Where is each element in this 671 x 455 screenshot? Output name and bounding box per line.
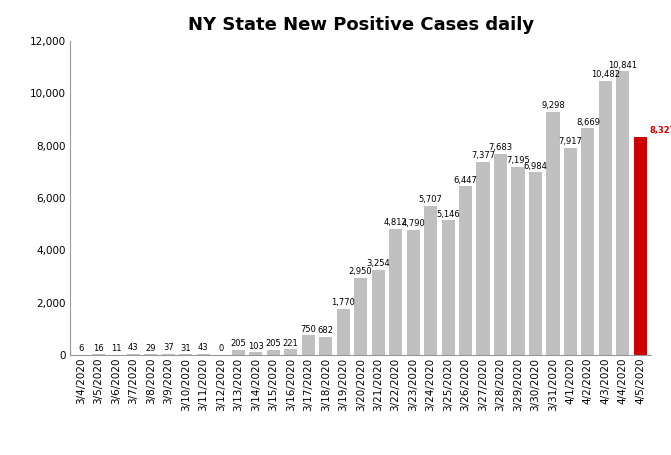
Text: 7,195: 7,195 (506, 156, 530, 165)
Text: 750: 750 (301, 325, 316, 334)
Text: 43: 43 (128, 343, 139, 352)
Bar (197, 354, 210, 355)
Text: 103: 103 (248, 342, 264, 351)
Text: 29: 29 (146, 344, 156, 353)
Text: 8,669: 8,669 (576, 117, 600, 126)
Bar (179, 354, 193, 355)
Text: 10,482: 10,482 (591, 70, 620, 79)
Text: 682: 682 (317, 327, 333, 335)
Bar (424, 206, 437, 355)
Bar (581, 128, 595, 355)
Text: 43: 43 (198, 343, 209, 352)
Bar (249, 352, 262, 355)
Bar (389, 229, 402, 355)
Text: 5,707: 5,707 (419, 195, 443, 204)
Text: 4,812: 4,812 (384, 218, 407, 228)
Text: 0: 0 (218, 344, 223, 354)
Text: 7,917: 7,917 (558, 137, 582, 146)
Bar (337, 308, 350, 355)
Bar (319, 337, 332, 355)
Bar (546, 111, 560, 355)
Text: 31: 31 (180, 344, 191, 353)
Bar (564, 148, 577, 355)
Bar (285, 349, 297, 355)
Text: 7,377: 7,377 (471, 152, 495, 160)
Bar (459, 186, 472, 355)
Text: 2,950: 2,950 (349, 267, 372, 276)
Bar (144, 354, 158, 355)
Bar (511, 167, 525, 355)
Bar (127, 354, 140, 355)
Bar (442, 220, 455, 355)
Bar (634, 137, 647, 355)
Bar (372, 270, 384, 355)
Bar (354, 278, 367, 355)
Bar (302, 335, 315, 355)
Text: 9,298: 9,298 (541, 101, 565, 110)
Text: 6,984: 6,984 (523, 162, 548, 171)
Text: 37: 37 (163, 344, 174, 352)
Bar (599, 81, 612, 355)
Text: 205: 205 (265, 339, 281, 348)
Bar (162, 354, 175, 355)
Text: 5,146: 5,146 (436, 210, 460, 219)
Text: 16: 16 (93, 344, 104, 353)
Bar (476, 162, 490, 355)
Text: 221: 221 (283, 339, 299, 348)
Text: 6: 6 (79, 344, 84, 353)
Text: 8,327: 8,327 (650, 126, 671, 136)
Text: 205: 205 (230, 339, 246, 348)
Text: 3,254: 3,254 (366, 259, 390, 268)
Bar (266, 349, 280, 355)
Text: 7,683: 7,683 (488, 143, 513, 152)
Title: NY State New Positive Cases daily: NY State New Positive Cases daily (188, 16, 533, 34)
Bar (617, 71, 629, 355)
Text: 6,447: 6,447 (454, 176, 478, 185)
Text: 10,841: 10,841 (609, 61, 637, 70)
Bar (494, 154, 507, 355)
Bar (407, 230, 419, 355)
Bar (231, 349, 245, 355)
Bar (529, 172, 542, 355)
Text: 4,790: 4,790 (401, 219, 425, 228)
Text: 11: 11 (111, 344, 121, 353)
Text: 1,770: 1,770 (331, 298, 355, 307)
